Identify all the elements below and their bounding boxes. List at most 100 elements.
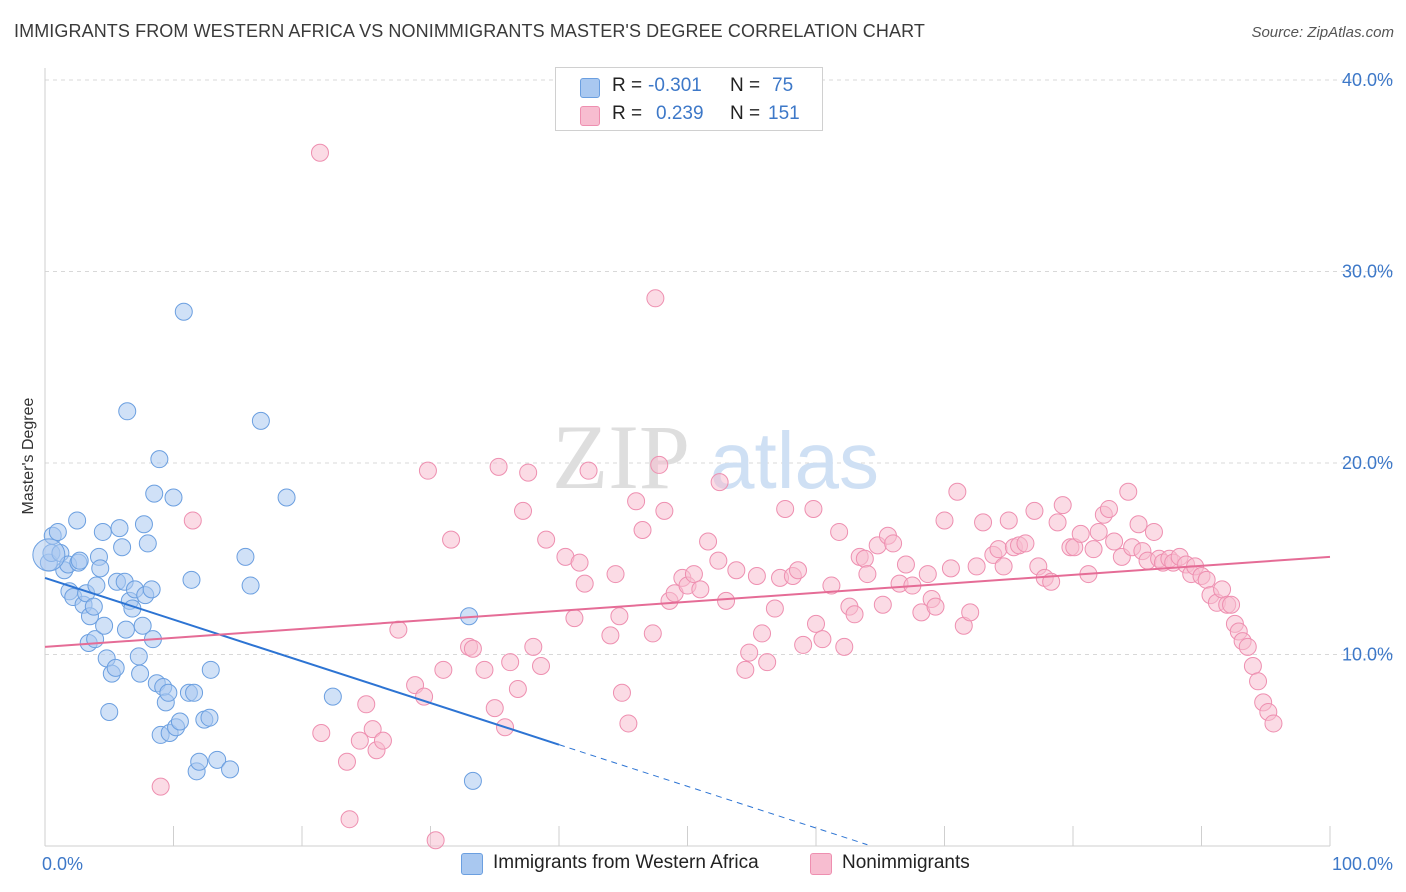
immigrant-point [182,570,201,589]
nonimmigrant-point [606,565,625,584]
nonimmigrant-point [989,540,1008,559]
nonimmigrant-point [1249,672,1268,691]
nonimmigrant-point [1119,482,1138,501]
nonimmigrant-point [1084,540,1103,559]
nonimmigrant-point [709,551,728,570]
nonimmigrant-point [684,565,703,584]
nonimmigrant-point [442,530,461,549]
nonimmigrant-point [710,473,729,492]
legend-row-immigrants: R = -0.301 N = 75 [556,72,822,102]
nonimmigrant-point [475,660,494,679]
immigrant-point [116,620,135,639]
nonimmigrant-point [747,566,766,585]
nonimmigrant-point [310,143,329,162]
nonimmigrant-point [941,559,960,578]
nonimmigrant-point [727,561,746,580]
nonimmigrant-point [579,461,598,480]
nonimmigrant-point [350,731,369,750]
nonimmigrant-point [835,637,854,656]
legend-r-label: R = [612,103,643,124]
immigrant-point [113,538,132,557]
nonimmigrant-point [601,626,620,645]
nonimmigrant-point [646,289,665,308]
nonimmigrant-point [1025,501,1044,520]
immigrant-point [208,750,227,769]
legend-n-value: 75 [772,75,794,96]
watermark-atlas: atlas [710,416,879,505]
nonimmigrant-point [994,557,1013,576]
immigrant-point [170,712,189,731]
nonimmigrant-point [151,777,170,796]
nonimmigrant-point [340,810,359,829]
immigrant-point [159,683,178,702]
nonimmigrant-point [717,591,736,610]
immigrant-point [164,488,183,507]
nonimmigrant-point [565,609,584,628]
immigrant-point [110,519,129,538]
nonimmigrant-point [357,695,376,714]
nonimmigrant-point [1089,522,1108,541]
nonimmigrant-point [312,724,331,743]
nonimmigrant-point [655,501,674,520]
nonimmigrant-point [1105,532,1124,551]
nonimmigrant-point [1238,637,1257,656]
immigrant-point [129,647,148,666]
watermark: ZIP atlas [552,406,879,508]
nonimmigrant-point [1144,522,1163,541]
immigrant-point [145,484,164,503]
nonimmigrants-points [151,143,1283,850]
immigrant-point [323,687,342,706]
immigrant-point [142,580,161,599]
nonimmigrant-point [612,683,631,702]
immigrant-point [251,411,270,430]
nonimmigrant-point [794,635,813,654]
correlation-legend: R = -0.301 N = 75 R = 0.239 N = 151 [555,67,823,131]
nonimmigrant-point [813,630,832,649]
nonimmigrant-point [537,530,556,549]
nonimmigrant-point [999,511,1018,530]
nonimmigrant-point [830,522,849,541]
legend-row-nonimmigrants: R = 0.239 N = 151 [556,100,822,130]
immigrant-point [190,752,209,771]
nonimmigrant-point [948,482,967,501]
nonimmigrant-point [489,457,508,476]
immigrant-point [95,616,114,635]
nonimmigrant-point [627,492,646,511]
bottom-legend-label-nonimmigrants: Nonimmigrants [842,852,970,873]
nonimmigrant-point [633,521,652,540]
legend-r-value: 0.239 [656,103,704,124]
immigrant-point [201,660,220,679]
immigrant-point [236,547,255,566]
immigrant-point [70,551,89,570]
immigrant-point [131,664,150,683]
nonimmigrant-point [650,455,669,474]
nonimmigrant-point [855,549,874,568]
immigrants-points [32,302,482,790]
nonimmigrant-point [389,620,408,639]
watermark-zip: ZIP [552,406,690,508]
immigrant-point [241,576,260,595]
immigrant-point [463,771,482,790]
immigrant-point [87,576,106,595]
nonimmigrant-point [789,561,808,580]
nonimmigrant-point [926,597,945,616]
nonimmigrant-point [967,557,986,576]
nonimmigrant-point [426,831,445,850]
immigrant-point [106,658,125,677]
immigrant-point [91,559,110,578]
nonimmigrant-point [575,574,594,593]
nonimmigrant-point [845,605,864,624]
nonimmigrant-point [532,656,551,675]
axes-layer [44,68,1331,847]
nonimmigrant-point [699,532,718,551]
nonimmigrant-point [1197,570,1216,589]
source-credit: Source: ZipAtlas.com [1251,24,1394,41]
nonimmigrant-point [514,501,533,520]
nonimmigrant-point [974,513,993,532]
immigrant-point [134,515,153,534]
bottom-legend-nonimmigrants: Nonimmigrants [810,851,1010,877]
nonimmigrant-point [610,607,629,626]
immigrant-point [221,760,240,779]
x-tick-label: 0.0% [42,854,83,874]
